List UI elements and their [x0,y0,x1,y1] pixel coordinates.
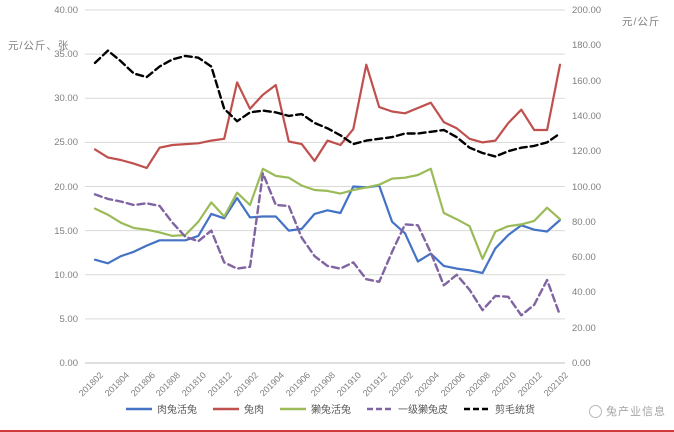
right-axis-tick: 180.00 [572,40,602,52]
series-line [93,49,562,158]
legend-label: 剪毛统货 [495,405,535,416]
legend-item: 肉兔活兔 [125,401,197,416]
right-axis-tick: 0.00 [572,358,591,369]
circle-logo-icon [589,404,602,418]
legend-item: 一级獭兔皮 [366,401,448,416]
left-axis-tick: 30.00 [54,93,78,105]
right-axis-tick: 80.00 [572,216,596,228]
brand-label: 兔产业信息 [606,406,666,418]
right-axis-tick: 120.00 [572,146,602,158]
legend-item: 剪毛统货 [463,401,535,416]
right-axis-tick: 160.00 [572,75,602,87]
legend-line-sample [213,407,239,410]
left-axis-tick: 25.00 [54,137,78,149]
legend-label: 肉兔活兔 [157,405,197,416]
right-axis-tick: 40.00 [572,287,596,299]
left-axis-tick: 10.00 [54,269,78,281]
legend-line-sample [367,407,393,410]
left-axis-tick: 40.00 [54,5,78,16]
series-line [93,172,562,317]
footer-accent-line [0,430,674,432]
right-axis-tick: 200.00 [572,5,602,16]
right-axis-title: 元/公斤 [622,16,661,28]
right-axis-tick: 140.00 [572,110,602,122]
left-axis-tick: 20.00 [54,181,78,193]
series-line [93,63,562,170]
branding: 兔产业信息 [589,403,666,419]
left-axis-tick: 5.00 [59,313,79,325]
legend-line-sample [280,407,306,410]
left-axis-tick: 0.00 [59,358,79,369]
series-line [93,184,562,275]
legend-line-sample [464,407,490,410]
left-axis-tick: 35.00 [54,49,78,61]
legend-label: 獭兔活兔 [311,405,351,416]
legend-item: 兔肉 [212,401,264,416]
left-axis-tick: 15.00 [54,225,78,237]
series-line [93,167,562,260]
legend-label: 兔肉 [244,405,264,416]
right-axis-tick: 100.00 [572,181,602,193]
legend-line-sample [126,407,152,410]
right-axis-tick: 60.00 [572,252,596,264]
left-axis-title: 元/公斤、张 [8,40,70,52]
chart-legend: 肉兔活兔 兔肉 獭兔活兔 一级獭兔皮 剪毛统货 [0,401,660,416]
legend-label: 一级獭兔皮 [398,405,448,416]
legend-item: 獭兔活兔 [279,401,351,416]
right-axis-tick: 20.00 [572,322,596,334]
